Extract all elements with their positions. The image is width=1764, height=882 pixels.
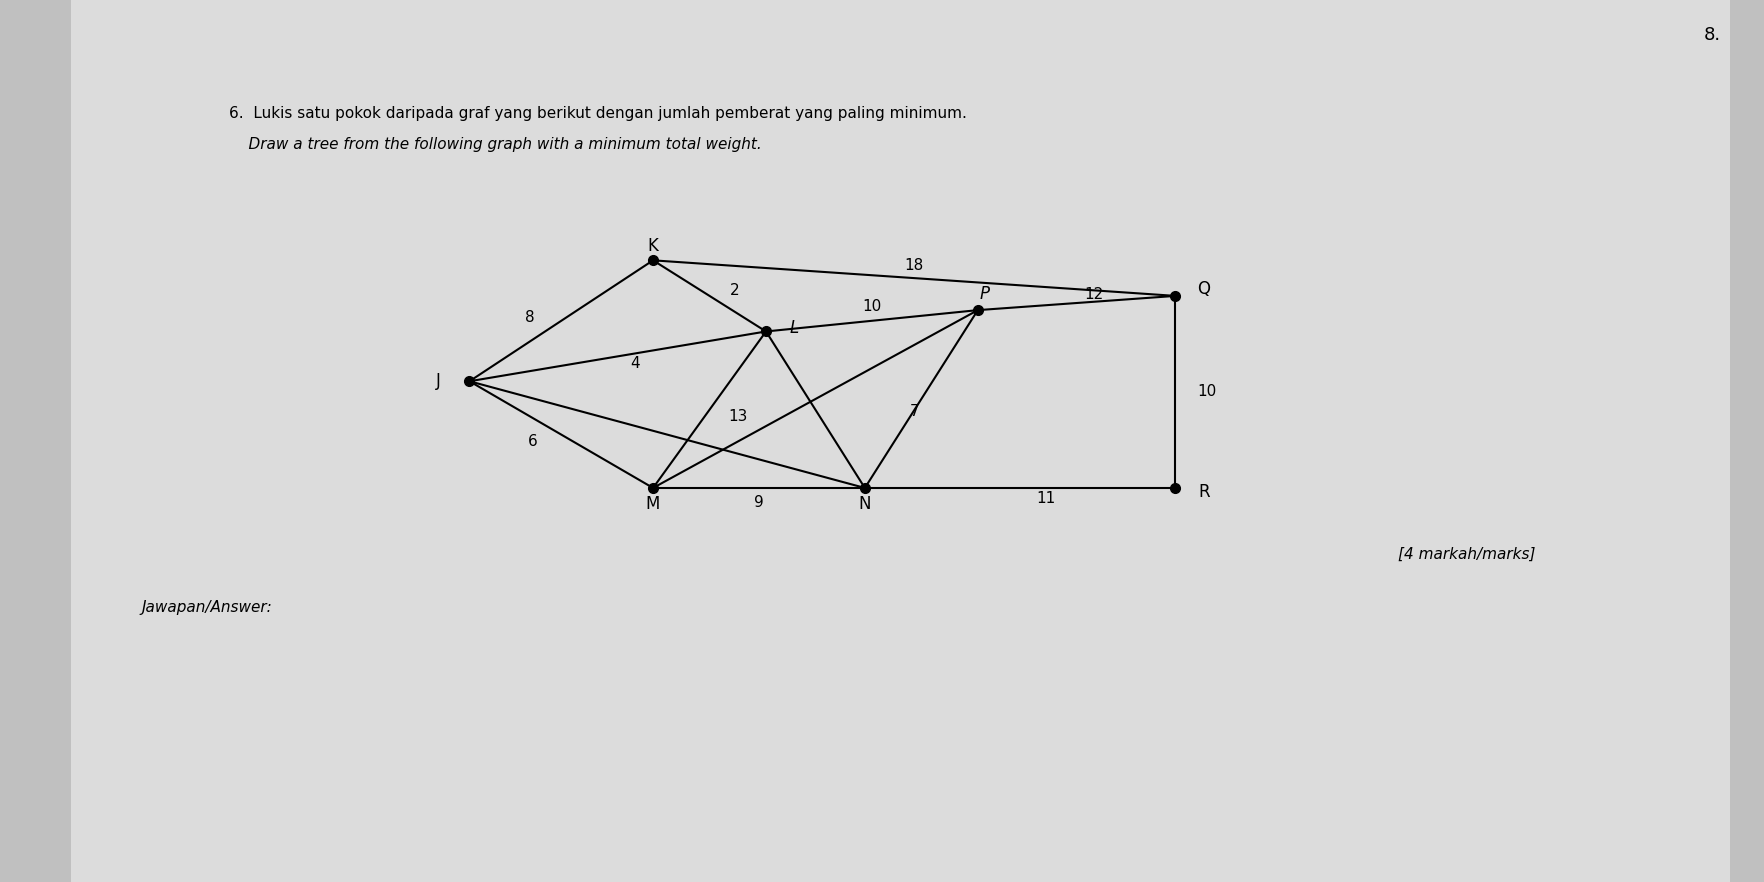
Text: 6.  Lukis satu pokok daripada graf yang berikut dengan jumlah pemberat yang pali: 6. Lukis satu pokok daripada graf yang b… xyxy=(229,106,967,121)
Text: N: N xyxy=(857,495,871,512)
Text: [4 markah/marks]: [4 markah/marks] xyxy=(1397,547,1535,562)
Text: M: M xyxy=(646,495,660,512)
Text: P: P xyxy=(979,286,990,303)
Text: 8.: 8. xyxy=(1702,26,1720,44)
Text: 12: 12 xyxy=(1083,287,1102,302)
Text: 6: 6 xyxy=(527,434,538,449)
Text: K: K xyxy=(647,237,658,255)
Text: 2: 2 xyxy=(730,283,739,298)
Text: Q: Q xyxy=(1196,280,1210,298)
Text: Draw a tree from the following graph with a minimum total weight.: Draw a tree from the following graph wit… xyxy=(229,137,762,152)
Text: R: R xyxy=(1198,482,1208,500)
Text: 10: 10 xyxy=(1196,385,1215,400)
Text: J: J xyxy=(436,372,441,390)
Text: Jawapan/Answer:: Jawapan/Answer: xyxy=(141,600,272,615)
Text: 8: 8 xyxy=(526,310,534,325)
Text: L: L xyxy=(789,319,799,337)
Text: 13: 13 xyxy=(729,409,746,424)
Text: 10: 10 xyxy=(863,299,880,314)
Text: 11: 11 xyxy=(1035,491,1055,506)
Text: 18: 18 xyxy=(905,258,923,273)
Text: 7: 7 xyxy=(908,404,919,419)
Text: 9: 9 xyxy=(753,495,764,510)
Text: 4: 4 xyxy=(630,356,639,371)
